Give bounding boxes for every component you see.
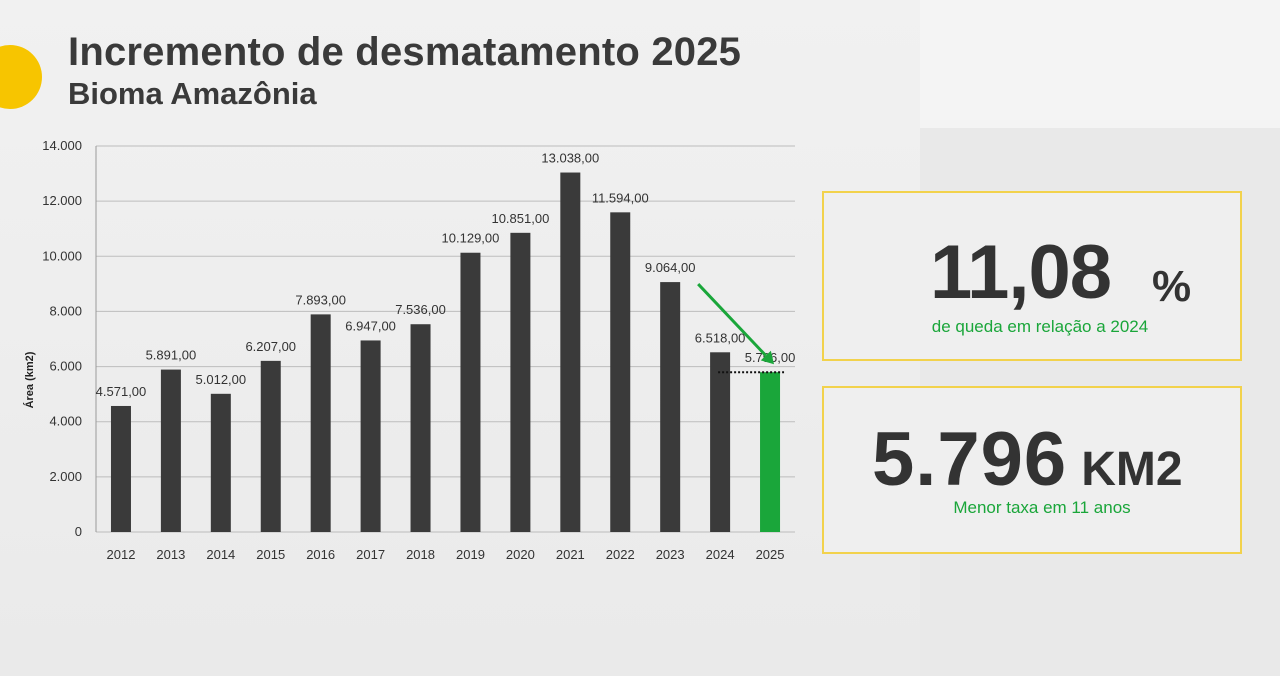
data-label-2017: 6.947,00 [345, 318, 396, 333]
data-label-2024: 6.518,00 [695, 330, 746, 345]
data-label-2018: 7.536,00 [395, 302, 446, 317]
area-caption: Menor taxa em 11 anos [953, 498, 1131, 517]
background-right-top [920, 0, 1280, 128]
area-value: 5.796 [872, 417, 1068, 502]
data-label-2012: 4.571,00 [96, 384, 147, 399]
x-tick-label: 2012 [107, 547, 136, 562]
decrease-value: 11,08 [930, 230, 1112, 315]
page-subtitle: Bioma Amazônia [68, 76, 317, 111]
bar-2012 [110, 405, 131, 532]
data-label-2023: 9.064,00 [645, 260, 696, 275]
decrease-unit: % [1152, 262, 1192, 311]
area-stat-box: 5.796 KM2 Menor taxa em 11 anos [822, 386, 1242, 554]
x-tick-label: 2015 [256, 547, 285, 562]
data-label-2020: 10.851,00 [491, 211, 549, 226]
y-tick-label: 14.000 [42, 138, 82, 153]
y-tick-label: 12.000 [42, 193, 82, 208]
x-tick-label: 2019 [456, 547, 485, 562]
data-label-2019: 10.129,00 [442, 231, 500, 246]
bar-2019 [460, 252, 481, 532]
data-label-2016: 7.893,00 [295, 292, 346, 307]
y-tick-label: 0 [75, 524, 82, 539]
x-tick-label: 2020 [506, 547, 535, 562]
bar-2013 [160, 369, 181, 532]
bar-2024 [710, 352, 731, 532]
bar-2022 [610, 212, 631, 532]
y-tick-label: 2.000 [49, 469, 82, 484]
data-label-2021: 13.038,00 [541, 151, 599, 166]
x-tick-label: 2025 [756, 547, 785, 562]
x-tick-label: 2024 [706, 547, 735, 562]
area-unit: KM2 [1081, 443, 1183, 496]
x-tick-label: 2017 [356, 547, 385, 562]
bar-2015 [260, 360, 281, 532]
x-tick-label: 2021 [556, 547, 585, 562]
background-panel [0, 0, 920, 676]
bar-2018 [410, 324, 431, 532]
bar-2021 [560, 172, 581, 532]
trend-arrow-line [697, 283, 767, 357]
bar-2025 [760, 372, 781, 532]
x-tick-label: 2016 [306, 547, 335, 562]
page-title: Incremento de desmatamento 2025 [68, 30, 742, 74]
bar-2017 [360, 340, 381, 532]
decrease-caption: de queda em relação a 2024 [931, 317, 1149, 336]
data-label-2022: 11.594,00 [592, 190, 649, 205]
x-tick-label: 2014 [206, 547, 235, 562]
y-tick-label: 6.000 [49, 359, 82, 374]
trend-arrow-head [760, 350, 775, 365]
y-axis-title: Área (km2) [23, 351, 36, 408]
bar-2016 [310, 314, 331, 532]
x-tick-label: 2018 [406, 547, 435, 562]
bar-2023 [660, 282, 681, 532]
x-tick-label: 2022 [606, 547, 635, 562]
y-tick-label: 8.000 [49, 303, 82, 318]
decrease-stat-box: 11,08 % de queda em relação a 2024 [822, 191, 1242, 361]
data-label-2013: 5.891,00 [146, 348, 197, 363]
y-tick-label: 10.000 [42, 248, 82, 263]
bar-2014 [210, 393, 231, 532]
bar-chart: 0 2.000 4.000 6.000 8.000 10.000 12.000 14.000 4… [23, 138, 795, 562]
x-tick-label: 2023 [656, 547, 685, 562]
x-tick-label: 2013 [156, 547, 185, 562]
data-label-2014: 5.012,00 [196, 372, 247, 387]
bar-2020 [510, 232, 531, 532]
data-label-2015: 6.207,00 [245, 339, 296, 354]
y-tick-label: 4.000 [49, 414, 82, 429]
